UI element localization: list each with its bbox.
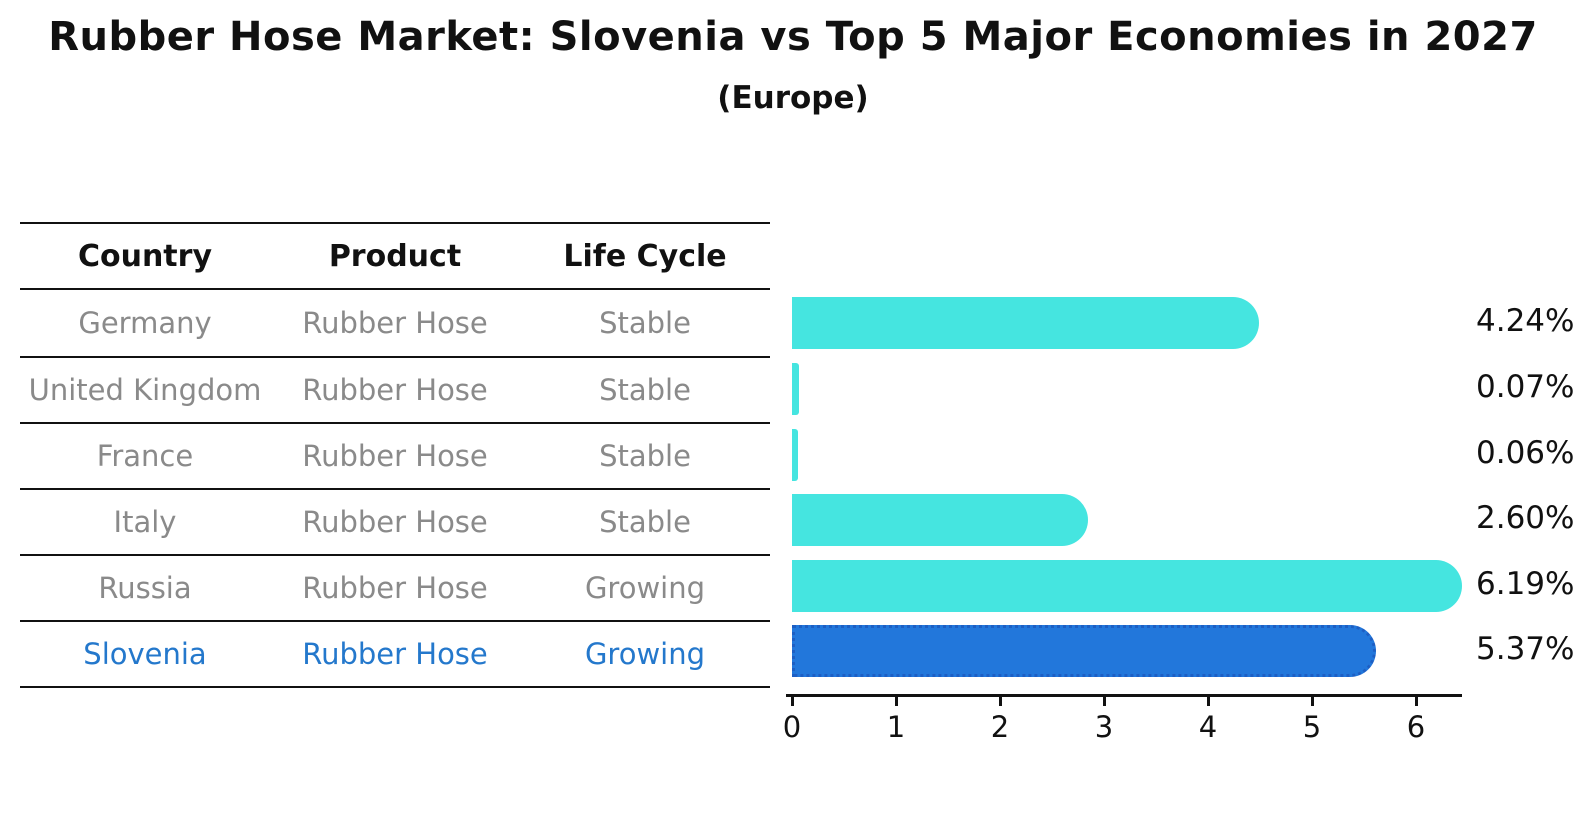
- table-cell-country: Russia: [98, 571, 192, 605]
- table-cell-life-cycle: Growing: [584, 571, 706, 605]
- table-row: Slovenia Rubber Hose Growing: [20, 620, 770, 686]
- table-cell-country: United Kingdom: [28, 373, 262, 407]
- bar-value-label: 5.37%: [1476, 631, 1575, 667]
- chart-title: Rubber Hose Market: Slovenia vs Top 5 Ma…: [48, 14, 1538, 60]
- table-row: France Rubber Hose Stable: [20, 422, 770, 488]
- table-cell-country: France: [96, 439, 194, 473]
- chart-subtitle: (Europe): [717, 80, 869, 116]
- table-cell-product: Rubber Hose: [302, 306, 488, 340]
- x-axis-tick: [790, 694, 794, 706]
- table-cell-product: Rubber Hose: [302, 505, 488, 539]
- table-cell-product: Rubber Hose: [302, 571, 488, 605]
- x-axis-tick-label: 2: [990, 710, 1010, 744]
- x-axis-tick-label: 5: [1302, 710, 1322, 744]
- bar-germany: [792, 297, 1259, 349]
- table-cell-life-cycle: Growing: [584, 637, 706, 671]
- table-cell-life-cycle: Stable: [599, 505, 691, 539]
- bar-united-kingdom: [792, 363, 800, 415]
- table-cell-country: Germany: [78, 306, 212, 340]
- table-cell-life-cycle: Stable: [599, 439, 691, 473]
- column-header-life-cycle: Life Cycle: [563, 238, 727, 274]
- table-cell-product: Rubber Hose: [302, 637, 488, 671]
- table-row: Russia Rubber Hose Growing: [20, 554, 770, 620]
- x-axis-tick-label: 3: [1094, 710, 1114, 744]
- table-cell-country: Slovenia: [83, 637, 207, 671]
- table-header-row: Country Product Life Cycle: [20, 224, 770, 290]
- table-cell-product: Rubber Hose: [302, 373, 488, 407]
- column-header-product: Product: [328, 238, 462, 274]
- table-cell-life-cycle: Stable: [599, 373, 691, 407]
- bar-highlight-slovenia: [792, 625, 1377, 677]
- x-axis-tick: [1414, 694, 1418, 706]
- column-header-country: Country: [77, 238, 213, 274]
- table-cell-life-cycle: Stable: [599, 306, 691, 340]
- bar-value-label: 0.06%: [1476, 435, 1575, 471]
- x-axis-line: [786, 694, 1462, 697]
- bar-france: [792, 429, 799, 481]
- bar-russia: [792, 560, 1462, 612]
- x-axis-tick-label: 6: [1406, 710, 1426, 744]
- bar-value-label: 6.19%: [1476, 566, 1575, 602]
- country-table: Country Product Life Cycle Germany Rubber…: [20, 222, 770, 688]
- x-axis-tick: [1310, 694, 1314, 706]
- x-axis-tick: [1206, 694, 1210, 706]
- bar-italy: [792, 494, 1089, 546]
- bar-value-label: 0.07%: [1476, 369, 1575, 405]
- bar-value-label: 2.60%: [1476, 500, 1575, 536]
- x-axis-tick: [998, 694, 1002, 706]
- table-cell-product: Rubber Hose: [302, 439, 488, 473]
- x-axis-tick-label: 4: [1198, 710, 1218, 744]
- table-body: Germany Rubber Hose Stable United Kingdom Ru…: [20, 290, 770, 686]
- table-cell-country: Italy: [113, 505, 177, 539]
- x-axis-tick-label: 0: [782, 710, 802, 744]
- x-axis-tick: [894, 694, 898, 706]
- x-axis-tick: [1102, 694, 1106, 706]
- table-row: Italy Rubber Hose Stable: [20, 488, 770, 554]
- x-axis-tick-label: 1: [886, 710, 906, 744]
- table-row: United Kingdom Rubber Hose Stable: [20, 356, 770, 422]
- bar-value-label: 4.24%: [1476, 303, 1575, 339]
- table-row: Germany Rubber Hose Stable: [20, 290, 770, 356]
